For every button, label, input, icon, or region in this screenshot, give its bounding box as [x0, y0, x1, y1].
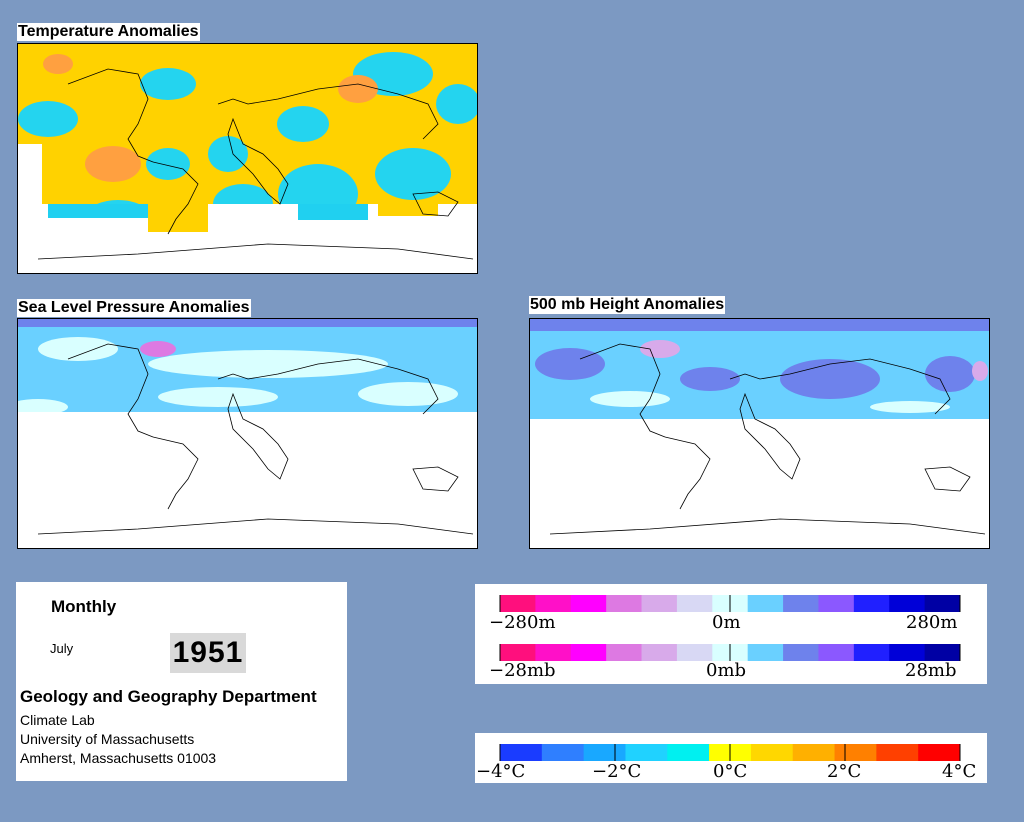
temperature-map-title: Temperature Anomalies — [17, 23, 200, 41]
sea-level-pressure-anomaly-map — [17, 318, 478, 549]
pressure-label-max: 28mb — [905, 660, 957, 681]
height-label-max: 280m — [906, 612, 958, 633]
color-swatch — [570, 644, 607, 661]
temp-label-plus4: 4°C — [942, 761, 977, 782]
height-color-bar — [499, 595, 961, 661]
500mb-height-anomaly-map — [529, 318, 990, 549]
slp-map-title: Sea Level Pressure Anomalies — [17, 299, 251, 317]
color-swatch — [667, 744, 710, 761]
color-swatch — [747, 595, 784, 612]
temperature-legend-panel: −4°C −2°C 0°C 2°C 4°C — [475, 733, 987, 783]
university-label: University of Massachusetts — [20, 731, 195, 747]
color-swatch — [641, 595, 678, 612]
height-label-min: −280m — [489, 612, 556, 633]
temperature-color-bar — [499, 744, 961, 761]
year-display: 1951 — [170, 633, 246, 673]
color-swatch — [500, 744, 543, 761]
color-swatch — [834, 744, 877, 761]
color-swatch — [853, 644, 890, 661]
height-label-zero: 0m — [712, 612, 741, 633]
address-label: Amherst, Massachusetts 01003 — [20, 750, 217, 766]
period-label: Monthly — [51, 597, 117, 616]
color-swatch — [583, 744, 626, 761]
color-swatch — [783, 644, 819, 661]
height-map-title: 500 mb Height Anomalies — [529, 296, 726, 314]
color-swatch — [641, 644, 678, 661]
department-label: Geology and Geography Department — [20, 687, 317, 706]
temp-label-zero: 0°C — [713, 761, 748, 782]
color-swatch — [853, 595, 890, 612]
color-swatch — [924, 595, 961, 612]
color-swatch — [889, 644, 926, 661]
temp-label-plus2: 2°C — [827, 761, 862, 782]
color-swatch — [876, 744, 919, 761]
color-swatch — [818, 595, 855, 612]
color-swatch — [818, 644, 855, 661]
color-swatch — [541, 744, 585, 761]
pressure-label-min: −28mb — [489, 660, 556, 681]
color-swatch — [535, 644, 572, 661]
color-swatch — [783, 595, 819, 612]
color-swatch — [606, 644, 643, 661]
color-swatch — [924, 644, 961, 661]
temp-label-minus2: −2°C — [592, 761, 642, 782]
color-swatch — [676, 644, 713, 661]
color-swatch — [918, 744, 961, 761]
color-swatch — [750, 744, 794, 761]
color-swatch — [500, 595, 536, 612]
month-label: July — [50, 641, 74, 656]
anomaly-legend-panel: −280m 0m 280m −28mb 0mb 28mb — [475, 584, 987, 684]
lab-label: Climate Lab — [20, 712, 95, 728]
temperature-anomaly-map — [17, 43, 478, 274]
color-swatch — [535, 595, 572, 612]
pressure-label-zero: 0mb — [706, 660, 747, 681]
color-swatch — [747, 644, 784, 661]
temp-label-minus4: −4°C — [476, 761, 526, 782]
color-swatch — [792, 744, 836, 761]
color-swatch — [676, 595, 713, 612]
color-swatch — [889, 595, 926, 612]
color-swatch — [625, 744, 668, 761]
color-swatch — [500, 644, 536, 661]
info-panel: Monthly July 1951 Geology and Geography … — [16, 582, 347, 781]
color-swatch — [570, 595, 607, 612]
color-swatch — [606, 595, 643, 612]
